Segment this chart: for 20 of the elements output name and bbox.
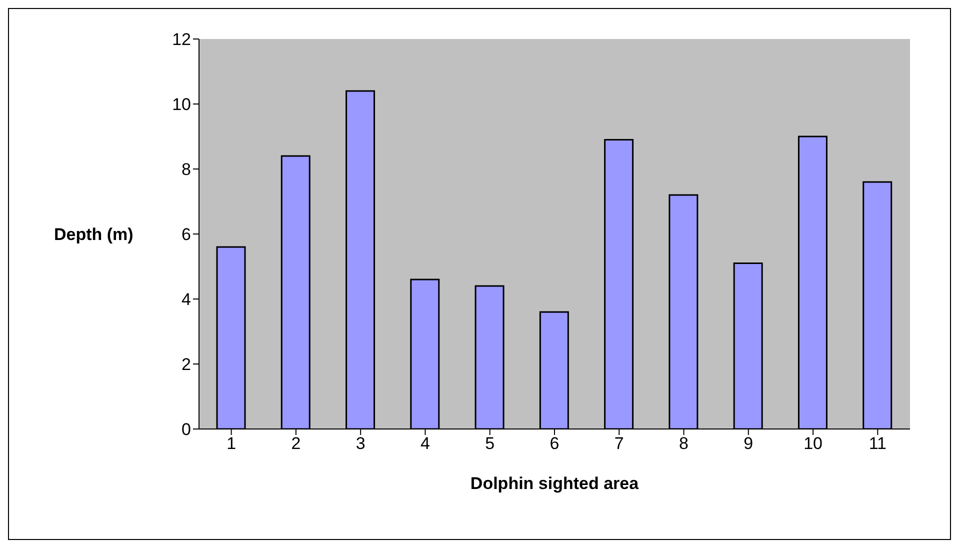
y-axis-title: Depth (m) bbox=[54, 225, 134, 244]
y-tick-label: 4 bbox=[182, 290, 191, 310]
x-tick-label: 1 bbox=[226, 434, 236, 454]
y-tick-label: 6 bbox=[182, 225, 191, 244]
x-tick-label: 5 bbox=[485, 434, 495, 454]
x-tick-label: 11 bbox=[868, 434, 887, 454]
x-tick-label: 7 bbox=[614, 434, 624, 454]
y-tick-label: 10 bbox=[172, 95, 191, 114]
y-tick-label: 0 bbox=[182, 420, 191, 440]
y-tick-label: 2 bbox=[182, 355, 191, 374]
y-tick-label: 12 bbox=[172, 30, 191, 50]
x-tick-label: 4 bbox=[420, 434, 430, 454]
x-tick-label: 10 bbox=[804, 434, 823, 454]
x-tick-label: 9 bbox=[744, 434, 754, 454]
x-axis-title: Dolphin sighted area bbox=[470, 474, 640, 493]
x-tick-label: 8 bbox=[679, 434, 689, 454]
y-tick-label: 8 bbox=[182, 160, 191, 180]
x-tick-label: 3 bbox=[356, 434, 366, 454]
x-tick-label: 6 bbox=[550, 434, 560, 454]
x-tick-label: 2 bbox=[291, 434, 301, 454]
